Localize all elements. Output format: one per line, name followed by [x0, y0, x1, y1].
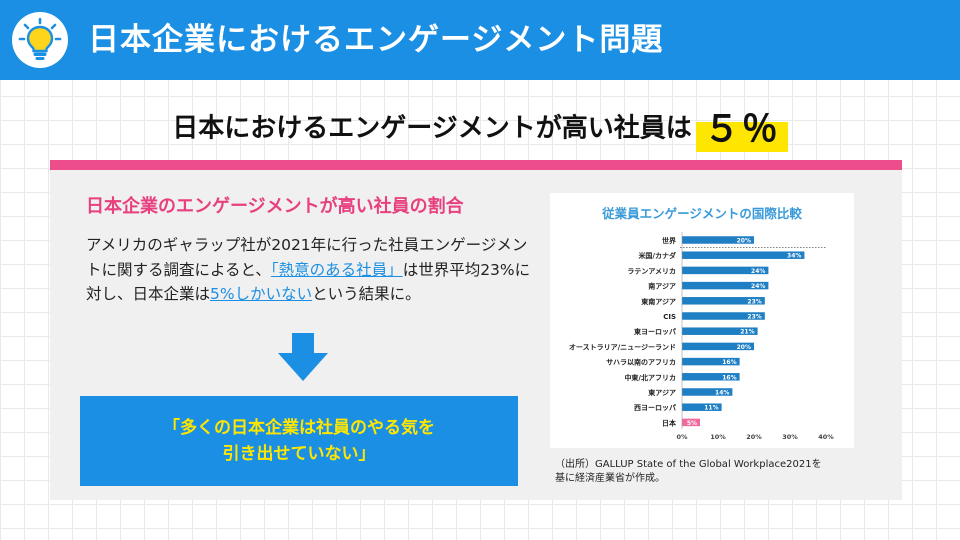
headline-value: ５％ — [695, 100, 788, 152]
headline: 日本におけるエンゲージメントが高い社員は ５％ — [0, 100, 960, 152]
bar — [682, 342, 754, 351]
category-label: CIS — [663, 313, 676, 321]
value-label: 23% — [747, 314, 761, 321]
body-paragraph: アメリカのギャラップ社が2021年に行った社員エンゲージメントに関する調査による… — [86, 233, 531, 307]
bar — [682, 357, 740, 366]
engagement-chart: 従業員エンゲージメントの国際比較世界 20% 米国/カナダ 34% ラテンアメリカ 24%… — [550, 193, 854, 448]
page-title: 日本企業におけるエンゲージメント問題 — [88, 22, 664, 58]
category-label: ラテンアメリカ — [627, 267, 676, 275]
paragraph-part1: アメリカのギャラップ社が2021年に行った社員エンゲージメントに関する調査による… — [86, 236, 528, 279]
x-tick-label: 20% — [746, 433, 762, 441]
category-label: サハラ以南のアフリカ — [606, 358, 676, 367]
value-label: 20% — [737, 344, 751, 351]
source-note: （出所）GALLUP State of the Global Workplace… — [555, 458, 875, 486]
x-tick-label: 0% — [676, 433, 688, 441]
bar — [682, 312, 765, 320]
category-label: 世界 — [662, 236, 677, 245]
category-label: 日本 — [662, 418, 676, 427]
bar — [682, 236, 754, 244]
callout-line-1: 「多くの日本企業は社員のやる気を — [163, 418, 435, 438]
bar — [682, 251, 805, 259]
category-label: 中東/北アフリカ — [624, 373, 676, 382]
category-label: 東アジア — [648, 388, 676, 397]
arrow-down-icon — [278, 333, 328, 381]
value-label: 21% — [740, 329, 754, 336]
value-label: 16% — [722, 359, 736, 366]
value-label: 16% — [722, 374, 736, 381]
value-label: 11% — [704, 405, 718, 412]
chart-title: 従業員エンゲージメントの国際比較 — [601, 206, 802, 221]
x-tick-label: 30% — [782, 433, 798, 441]
bar — [682, 266, 769, 275]
value-label: 23% — [747, 298, 761, 305]
bar — [682, 388, 733, 396]
value-label: 20% — [737, 238, 751, 245]
bar — [682, 403, 722, 411]
header-bar: 日本企業におけるエンゲージメント問題 — [0, 0, 960, 80]
category-label: 西ヨーロッパ — [634, 403, 676, 412]
value-label: 34% — [787, 253, 801, 260]
paragraph-part3: という結果に。 — [312, 285, 421, 303]
value-label: 5% — [687, 420, 697, 427]
category-label: 南アジア — [648, 282, 676, 291]
callout-line-2: 引き出せていない」 — [222, 444, 376, 464]
bar — [682, 297, 765, 305]
engaged-employees-link[interactable]: 「熱意のある社員」 — [270, 260, 403, 279]
five-percent-link[interactable]: 5%しかいない — [210, 285, 313, 303]
value-label: 24% — [751, 283, 765, 290]
bar — [682, 418, 700, 427]
category-label: 東ヨーロッパ — [634, 327, 676, 336]
conclusion-callout: 「多くの日本企業は社員のやる気を 引き出せていない」 — [80, 396, 518, 486]
source-line-1: （出所）GALLUP State of the Global Workplace… — [555, 459, 822, 470]
section-divider — [50, 160, 902, 170]
x-tick-label: 40% — [818, 433, 834, 441]
headline-text: 日本におけるエンゲージメントが高い社員は — [172, 113, 692, 144]
source-line-2: 基に経済産業省が作成。 — [555, 473, 665, 484]
value-label: 14% — [715, 390, 729, 397]
section-subheading: 日本企業のエンゲージメントが高い社員の割合 — [86, 196, 464, 217]
category-label: オーストラリア/ニュージーランド — [569, 343, 676, 351]
x-tick-label: 10% — [710, 433, 726, 441]
value-label: 24% — [751, 268, 765, 275]
bar — [682, 281, 769, 290]
bar — [682, 373, 740, 381]
category-label: 米国/カナダ — [637, 251, 676, 260]
category-label: 東南アジア — [641, 297, 676, 306]
bar — [682, 327, 758, 335]
paragraph-part2: は世界平均23%に対し、日本企業は — [86, 260, 531, 304]
lightbulb-icon — [12, 12, 68, 68]
